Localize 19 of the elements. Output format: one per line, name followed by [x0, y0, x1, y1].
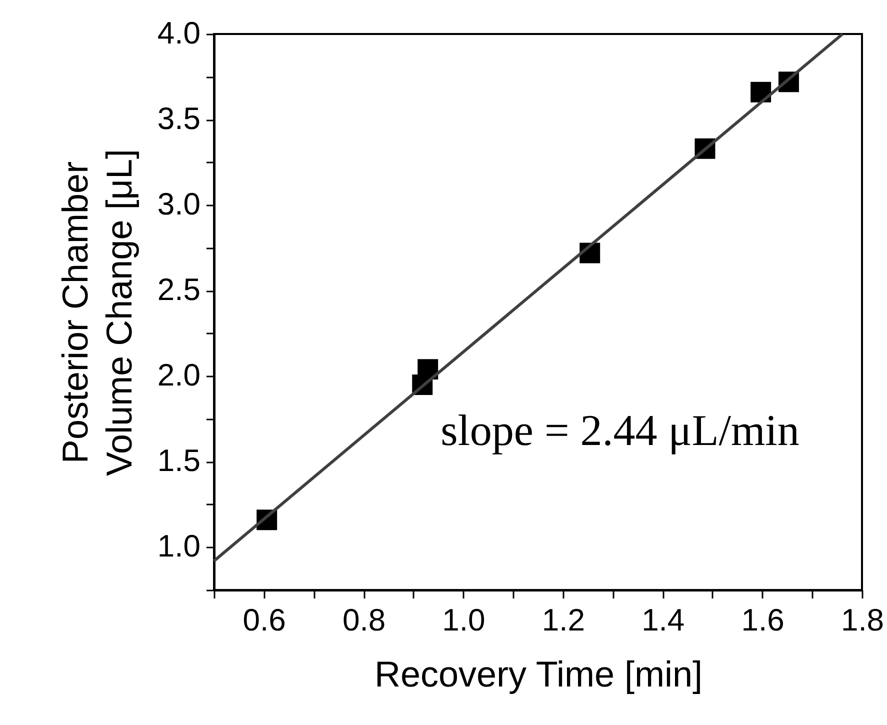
y-tick-label: 2.5: [157, 272, 200, 308]
x-tick-label: 1.2: [542, 602, 585, 638]
y-tick-label: 4.0: [157, 16, 200, 50]
point: [418, 359, 438, 380]
y-tick-label: 3.5: [157, 101, 200, 136]
x-tick-label: 1.6: [741, 602, 784, 638]
y-axis-title: Posterior Chamber Volume Change [μL]: [54, 149, 140, 476]
y-tick-label: 2.0: [157, 358, 200, 393]
point: [750, 82, 772, 102]
x-tick-label: 1.8: [840, 602, 884, 638]
y-tick-label: 1.5: [157, 443, 200, 478]
x-tick-label: 0.8: [342, 602, 386, 638]
x-axis-title: Recovery Time [min]: [374, 654, 703, 694]
y-tick-label: 3.0: [157, 186, 200, 222]
x-tick-label: 0.6: [242, 602, 286, 638]
x-tick-label: 1.4: [642, 602, 685, 638]
annotation: slope = 2.44 μL/min: [440, 406, 800, 455]
x-tick-label: 1.0: [442, 602, 486, 638]
y-tick-label: 1.0: [157, 528, 200, 564]
